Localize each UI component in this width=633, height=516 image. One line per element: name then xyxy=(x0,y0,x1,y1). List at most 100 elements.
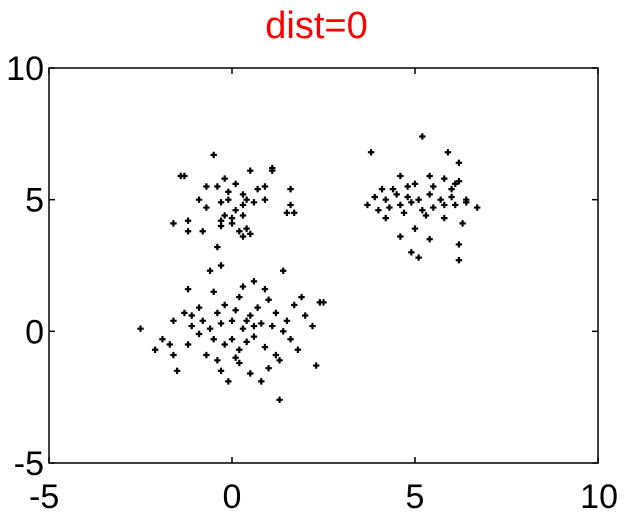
data-point xyxy=(236,228,243,235)
data-point xyxy=(448,185,455,193)
data-point xyxy=(455,178,463,185)
data-point xyxy=(247,230,254,238)
data-point xyxy=(214,243,221,251)
data-point xyxy=(236,359,243,367)
data-point xyxy=(173,367,181,375)
data-point xyxy=(239,283,247,290)
data-point xyxy=(276,396,283,403)
data-point xyxy=(206,325,214,332)
data-point xyxy=(228,317,236,324)
data-point xyxy=(415,254,422,261)
data-point xyxy=(287,201,294,209)
data-point xyxy=(214,309,221,317)
data-point xyxy=(232,307,239,314)
data-point xyxy=(214,357,221,364)
data-point xyxy=(276,357,283,364)
data-point xyxy=(400,209,408,217)
data-point xyxy=(250,199,258,206)
data-point xyxy=(441,201,448,209)
data-point xyxy=(455,257,463,264)
data-point xyxy=(159,336,166,343)
data-point xyxy=(225,196,232,203)
data-point xyxy=(404,183,411,190)
data-point xyxy=(217,320,225,327)
data-point xyxy=(184,341,192,348)
data-point xyxy=(236,293,243,301)
data-point xyxy=(474,204,481,211)
data-point xyxy=(239,201,247,209)
data-point xyxy=(217,262,225,269)
data-point xyxy=(181,309,188,317)
data-point xyxy=(291,209,298,217)
data-point xyxy=(247,370,254,377)
data-point xyxy=(426,235,433,243)
data-point xyxy=(221,175,228,182)
data-point xyxy=(210,288,217,296)
data-point xyxy=(371,193,378,201)
data-point xyxy=(269,322,276,330)
data-point xyxy=(419,133,426,140)
data-point xyxy=(455,241,463,248)
data-point xyxy=(221,301,228,309)
data-point xyxy=(367,149,375,156)
data-point xyxy=(291,301,298,309)
data-point xyxy=(250,333,258,340)
data-point xyxy=(254,185,261,193)
data-point xyxy=(188,322,195,330)
x-tick-label: 5 xyxy=(406,478,425,516)
data-point xyxy=(199,317,206,324)
data-point xyxy=(261,196,269,203)
data-point xyxy=(203,351,210,359)
data-points xyxy=(137,133,481,403)
x-tick-label: 10 xyxy=(580,478,618,516)
data-point xyxy=(247,312,254,319)
data-point xyxy=(217,222,225,230)
plot-frame xyxy=(48,67,599,464)
data-point xyxy=(250,278,258,285)
data-point xyxy=(254,304,261,311)
data-point xyxy=(210,151,217,159)
data-point xyxy=(415,196,422,203)
data-point xyxy=(177,172,184,180)
data-point xyxy=(232,354,239,361)
data-point xyxy=(170,317,177,324)
data-point xyxy=(287,336,294,343)
data-point xyxy=(386,204,393,211)
data-point xyxy=(378,185,386,193)
data-point xyxy=(199,228,206,235)
data-point xyxy=(228,220,236,227)
y-tick-label: 5 xyxy=(25,182,44,220)
data-point xyxy=(287,185,294,193)
data-point xyxy=(272,309,280,317)
data-point xyxy=(426,172,433,180)
data-point xyxy=(261,183,269,190)
data-point xyxy=(250,322,258,330)
data-point xyxy=(397,201,404,209)
data-point xyxy=(184,228,192,235)
data-point xyxy=(221,341,228,348)
data-point xyxy=(221,212,228,219)
data-point xyxy=(463,199,470,206)
data-point xyxy=(426,191,433,198)
data-point xyxy=(243,338,250,346)
data-point xyxy=(243,196,250,203)
data-point xyxy=(280,267,287,274)
data-point xyxy=(239,325,247,332)
data-point xyxy=(214,183,221,190)
data-point xyxy=(283,209,291,217)
data-point xyxy=(430,204,437,211)
data-point xyxy=(243,225,250,232)
data-point xyxy=(151,346,159,353)
data-point xyxy=(411,225,419,232)
data-point xyxy=(228,336,236,343)
data-point xyxy=(236,346,243,353)
data-point xyxy=(247,167,254,174)
data-point xyxy=(459,220,466,227)
data-point xyxy=(298,293,305,301)
data-point xyxy=(452,180,459,188)
data-point xyxy=(444,149,452,156)
data-point xyxy=(217,367,225,375)
y-tick-label: 10 xyxy=(6,50,44,88)
data-point xyxy=(239,233,247,240)
